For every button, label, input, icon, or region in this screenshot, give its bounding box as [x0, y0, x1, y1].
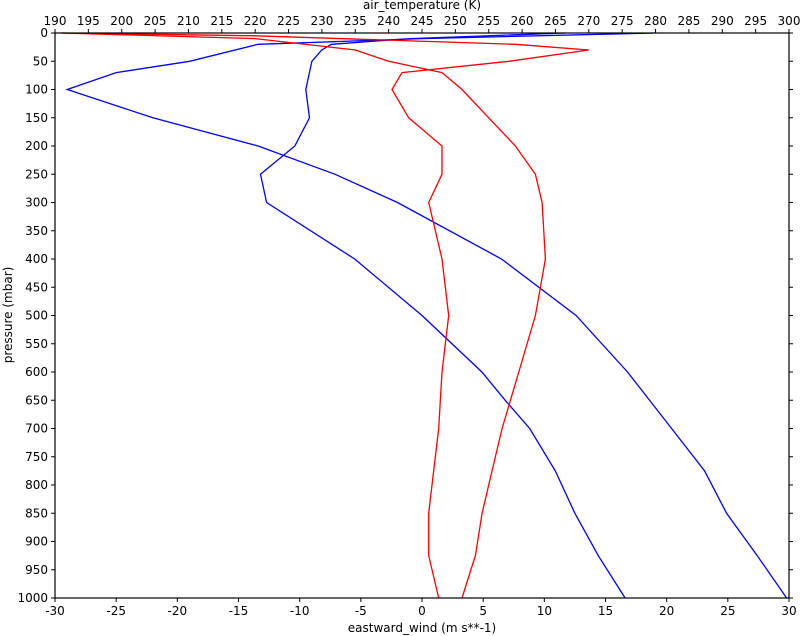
series-layer [61, 32, 788, 599]
x-tick-label-top: 200 [110, 14, 133, 28]
x-axis-bottom-ticks: -30 -25 -20 -15 -10 -5 0 5 10 15 20 25 30 [45, 598, 797, 618]
y-axis-ticks: 0 50 100 150 200 250 300 350 400 450 500 550 600 650 7… [17, 26, 793, 605]
x-tick-label-bottom: -5 [355, 604, 367, 618]
y-tick-label: 500 [25, 309, 48, 323]
y-tick-label: 300 [25, 196, 48, 210]
y-tick-label: 450 [25, 280, 48, 294]
x-tick-label-top: 225 [277, 14, 300, 28]
x-tick-label-bottom: 15 [598, 604, 613, 618]
x-tick-label-bottom: 5 [479, 604, 487, 618]
y-tick-label: 250 [25, 167, 48, 181]
series-line-4 [61, 32, 547, 599]
y-tick-label: 900 [25, 535, 48, 549]
x-tick-label-bottom: 10 [537, 604, 552, 618]
x-tick-label-top: 300 [778, 14, 800, 28]
x-tick-label-bottom: 25 [720, 604, 735, 618]
x-tick-label-top: 255 [477, 14, 500, 28]
x-tick-label-top: 240 [377, 14, 400, 28]
y-tick-label: 50 [33, 54, 48, 68]
x-tick-label-top: 270 [577, 14, 600, 28]
y-tick-label: 150 [25, 111, 48, 125]
x-tick-label-top: 230 [310, 14, 333, 28]
x-tick-label-bottom: 30 [781, 604, 796, 618]
x-tick-label-top: 265 [544, 14, 567, 28]
x-tick-label-top: 250 [444, 14, 467, 28]
y-axis-title: pressure (mbar) [1, 267, 15, 364]
y-tick-label: 600 [25, 365, 48, 379]
x-axis-top-title: air_temperature (K) [363, 0, 481, 12]
y-tick-label: 200 [25, 139, 48, 153]
y-tick-label: 700 [25, 422, 48, 436]
x-axis-top-ticks: 190 195 200 205 210 215 220 225 230 235 240 245 250 2… [44, 14, 800, 33]
x-tick-label-top: 280 [644, 14, 667, 28]
y-tick-label: 950 [25, 563, 48, 577]
x-tick-label-top: 275 [611, 14, 634, 28]
x-tick-label-top: 235 [344, 14, 367, 28]
y-tick-label: 400 [25, 252, 48, 266]
x-tick-label-bottom: -10 [290, 604, 310, 618]
x-tick-label-bottom: -30 [45, 604, 65, 618]
x-tick-label-bottom: 20 [659, 604, 674, 618]
x-tick-label-top: 245 [411, 14, 434, 28]
x-tick-label-top: 290 [711, 14, 734, 28]
x-tick-label-bottom: -20 [168, 604, 188, 618]
y-tick-label: 550 [25, 337, 48, 351]
x-tick-label-bottom: 0 [418, 604, 426, 618]
y-tick-label: 100 [25, 83, 48, 97]
y-tick-label: 350 [25, 224, 48, 238]
series-line-2 [259, 32, 626, 599]
x-tick-label-top: 220 [244, 14, 267, 28]
x-tick-label-top: 285 [677, 14, 700, 28]
y-tick-label: 0 [40, 26, 48, 40]
x-tick-label-top: 190 [44, 14, 67, 28]
x-tick-label-top: 210 [177, 14, 200, 28]
x-tick-label-top: 195 [77, 14, 100, 28]
y-tick-label: 850 [25, 506, 48, 520]
x-axis-bottom-title: eastward_wind (m s**-1) [348, 621, 496, 635]
x-tick-label-top: 205 [144, 14, 167, 28]
x-tick-label-bottom: -15 [229, 604, 249, 618]
x-tick-label-top: 260 [511, 14, 534, 28]
y-tick-label: 1000 [17, 591, 48, 605]
x-tick-label-top: 215 [210, 14, 233, 28]
y-tick-label: 750 [25, 450, 48, 464]
series-line-3 [61, 32, 589, 599]
y-tick-label: 650 [25, 393, 48, 407]
series-line-1 [65, 32, 788, 599]
x-tick-label-bottom: -25 [106, 604, 126, 618]
y-tick-label: 800 [25, 478, 48, 492]
x-tick-label-top: 295 [744, 14, 767, 28]
